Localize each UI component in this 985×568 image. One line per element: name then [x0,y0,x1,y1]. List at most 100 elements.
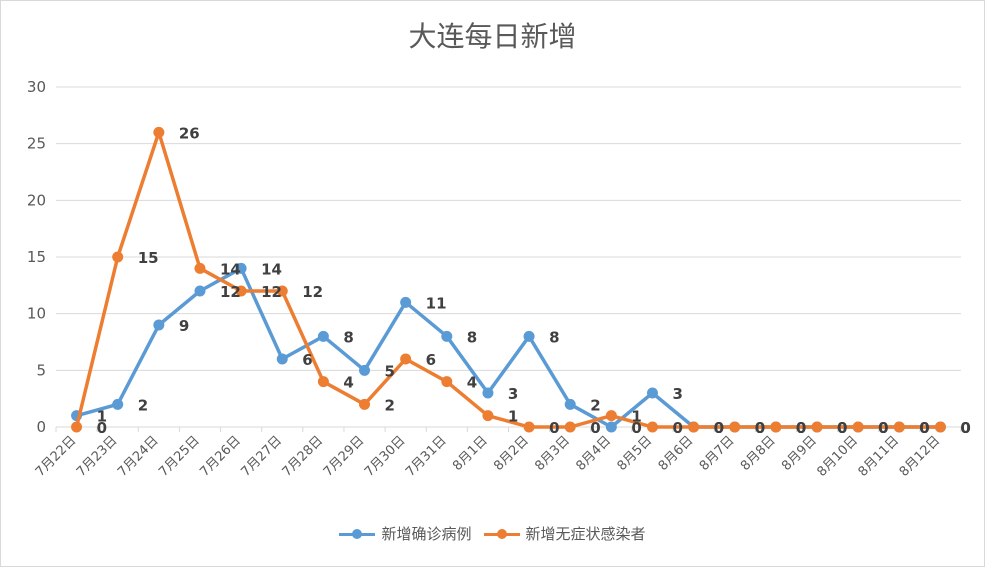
legend-item-asymptomatic[interactable]: 新增无症状感染者 [483,523,646,544]
x-tick-label: 8月11日 [856,433,903,480]
data-label-1: 2 [590,396,600,414]
data-label-1: 14 [261,260,282,278]
x-tick-label: 8月4日 [573,433,614,474]
data-label-2: 0 [837,419,847,437]
data-label-1: 0 [714,419,724,437]
x-tick-label: 7月24日 [115,433,162,480]
data-label-2: 0 [755,419,765,437]
data-label-2: 0 [672,419,682,437]
x-tick-label: 7月30日 [362,433,409,480]
x-tick-label: 7月22日 [33,433,80,480]
data-point-1 [523,330,535,342]
data-label-1: 2 [138,396,148,414]
series-line-1 [76,266,941,429]
x-tick-label: 8月3日 [532,433,573,474]
x-tick-label: 7月23日 [74,433,121,480]
data-point-1 [564,398,576,410]
x-tick-label: 7月26日 [197,433,244,480]
data-label-1: 0 [796,419,806,437]
data-label-1: 3 [672,385,682,403]
chart-title: 大连每日新增 [408,20,577,53]
y-tick-label: 30 [27,78,46,96]
data-label-1: 6 [302,351,312,369]
x-tick-label: 8月10日 [814,433,861,480]
y-tick-label: 15 [27,248,46,266]
data-label-2: 0 [878,419,888,437]
y-tick-label: 25 [27,135,46,153]
data-point-2 [605,410,617,422]
legend-label-asymptomatic: 新增无症状感染者 [525,525,646,543]
data-point-2 [811,421,823,433]
data-label-2: 12 [302,283,323,301]
x-tick-label: 7月29日 [321,433,368,480]
x-tick-label: 8月1日 [450,433,491,474]
x-tick-label: 7月27日 [239,433,286,480]
x-tick-label: 7月28日 [280,433,327,480]
legend-swatch-confirmed [339,527,376,541]
data-point-1 [153,319,165,331]
data-label-2: 1 [508,408,518,426]
data-label-1: 1 [97,408,107,426]
x-tick-label: 8月7日 [697,433,738,474]
series-line-2 [74,130,941,429]
data-point-2 [934,421,946,433]
data-point-2 [852,421,864,433]
data-label-1: 5 [385,362,395,380]
data-label-2: 1 [631,408,641,426]
data-label-1: 0 [631,419,641,437]
x-tick-label: 8月2日 [491,433,532,474]
data-label-2: 15 [138,249,159,267]
data-point-1 [276,353,288,365]
data-point-2 [441,376,453,388]
data-point-2 [688,421,700,433]
data-label-1: 9 [179,317,189,335]
data-point-2 [646,421,658,433]
data-label-2: 0 [590,419,600,437]
x-tick-label: 8月9日 [779,433,820,474]
y-tick-label: 10 [27,305,46,323]
data-label-2: 0 [796,419,806,437]
data-point-2 [317,376,329,388]
data-point-1 [235,262,247,274]
data-label-1: 12 [220,283,241,301]
data-label-2: 26 [179,124,200,142]
data-label-1: 0 [919,419,929,437]
data-label-2: 4 [467,374,477,392]
data-point-2 [482,410,494,422]
data-point-1 [441,330,453,342]
data-point-2 [194,262,206,274]
data-label-2: 0 [714,419,724,437]
data-label-2: 0 [97,419,107,437]
data-label-1: 8 [467,328,477,346]
data-point-1 [359,364,371,376]
data-point-2 [564,421,576,433]
data-label-2: 14 [220,260,241,278]
legend-item-confirmed[interactable]: 新增确诊病例 [339,523,472,544]
data-label-2: 0 [919,419,929,437]
data-point-2 [770,421,782,433]
x-tick-label: 8月6日 [656,433,697,474]
data-label-1: 0 [878,419,888,437]
data-point-2 [153,126,165,138]
data-label-1: 8 [343,328,353,346]
data-label-1: 3 [508,385,518,403]
legend-label-confirmed: 新增确诊病例 [381,525,472,543]
data-label-2: 2 [385,396,395,414]
data-label-2: 4 [343,374,353,392]
x-tick-label: 8月8日 [738,433,779,474]
data-label-2: 12 [261,283,282,301]
data-point-1 [194,285,206,297]
legend-swatch-asymptomatic [483,527,520,541]
data-point-1 [646,387,658,399]
data-point-1 [400,296,412,308]
data-point-1 [482,387,494,399]
data-label-2: 0 [960,419,970,437]
x-tick-label: 8月12日 [897,433,944,480]
data-point-2 [729,421,741,433]
x-tick-label: 8月5日 [615,433,656,474]
x-tick-label: 7月25日 [156,433,203,480]
x-tick-label: 7月31日 [403,433,450,480]
data-point-1 [605,421,617,433]
